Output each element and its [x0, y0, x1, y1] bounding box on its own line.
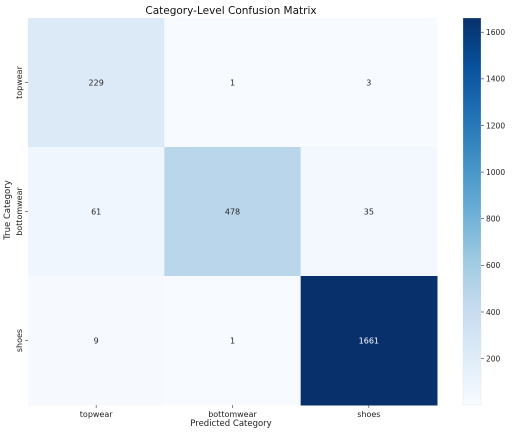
colorbar-ticks: 200 400 600 800 1000 1200 1400 1600 [481, 28, 505, 363]
colorbar-tick-label: 600 [486, 261, 501, 270]
heatmap-cell [28, 18, 165, 148]
heatmap-cell [164, 276, 302, 406]
y-tick-label: topwear [15, 65, 24, 98]
heatmap-cell [28, 276, 165, 406]
colorbar-tick-label: 1600 [486, 28, 505, 37]
x-tick-label: shoes [357, 410, 380, 419]
colorbar [462, 17, 482, 406]
y-tick-label: shoes [15, 329, 24, 352]
y-tick-label: bottomwear [15, 186, 24, 235]
cell-value-label: 1 [230, 79, 235, 88]
heatmap-cell [300, 147, 438, 277]
chart-title: Category-Level Confusion Matrix [145, 5, 316, 17]
cell-annotations: 229 1 3 61 478 35 9 1 1661 [89, 79, 379, 346]
colorbar-tick-label: 800 [486, 215, 501, 224]
colorbar-tick-label: 1200 [486, 121, 505, 130]
cell-value-label: 1 [230, 337, 235, 346]
cell-value-label: 1661 [359, 337, 379, 346]
heatmap-cell [28, 147, 165, 277]
colorbar-tick-label: 1000 [486, 168, 505, 177]
cell-value-label: 478 [225, 208, 240, 217]
heatmap-cell [164, 18, 302, 148]
cell-value-label: 61 [91, 208, 101, 217]
heatmap-cell [300, 18, 438, 148]
cell-value-label: 229 [89, 79, 104, 88]
colorbar-tick-label: 1400 [486, 75, 505, 84]
y-axis-ticks: topwear bottomwear shoes [15, 65, 28, 352]
colorbar-tick-label: 400 [486, 308, 501, 317]
heatmap-cells [28, 18, 438, 406]
y-axis-label: True Category [3, 180, 13, 241]
cell-value-label: 35 [364, 208, 374, 217]
x-axis-ticks: topwear bottomwear shoes [80, 405, 380, 419]
colorbar-tick-label: 200 [486, 354, 501, 363]
x-tick-label: topwear [80, 410, 113, 419]
x-axis-label: Predicted Category [190, 419, 271, 429]
cell-value-label: 9 [94, 337, 99, 346]
heatmap-cell [164, 147, 302, 277]
cell-value-label: 3 [366, 79, 371, 88]
x-tick-label: bottomwear [208, 410, 257, 419]
heatmap-cell [300, 276, 438, 406]
